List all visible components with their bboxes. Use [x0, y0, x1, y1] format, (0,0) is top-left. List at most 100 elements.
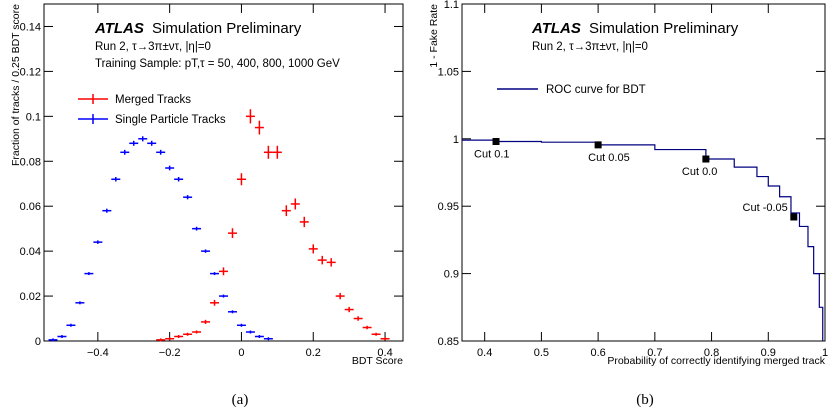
panel-b-info-line1: Run 2, τ→3π±ντ, |η|=0	[532, 41, 648, 53]
merged-point	[174, 335, 184, 339]
y-tick-label: 1.1	[444, 0, 459, 11]
merged-point	[254, 120, 264, 135]
legend-label-single: Single Particle Tracks	[115, 114, 226, 126]
merged-point	[344, 306, 354, 313]
x-tick-label: 0.8	[704, 347, 719, 359]
cut-label: Cut -0.05	[743, 202, 788, 214]
legend-label-merged: Merged Tracks	[115, 94, 191, 106]
panel-a: −0.4 −0.2 0 0.2 0.4 0 0.02 0.04 0.06 0.08 0.1 0.12 0…	[10, 3, 404, 408]
x-tick-label: 0.4	[377, 347, 392, 359]
y-tick-label: 0.08	[20, 156, 41, 168]
single-point	[174, 176, 184, 182]
panel-b-ylabel: 1 - Fake Rate	[428, 4, 440, 68]
y-tick-label: 0.95	[438, 201, 459, 213]
merged-point	[165, 337, 175, 341]
panel-a-ticks: −0.4 −0.2 0 0.2 0.4 0 0.02 0.04 0.06 0.08 0.1 0.12 0…	[20, 4, 403, 359]
cut-marker	[790, 213, 798, 221]
panel-a-caption: (a)	[232, 392, 249, 408]
single-point	[254, 335, 264, 339]
x-tick-label: 0.7	[647, 347, 662, 359]
y-tick-label: 0.14	[20, 21, 41, 33]
single-point	[192, 226, 202, 231]
x-tick-label: −0.2	[159, 347, 181, 359]
single-point	[138, 136, 148, 142]
panel-a-brand: ATLAS	[94, 20, 144, 37]
panel-a-info-line2: Training Sample: pT,τ = 50, 400, 800, 10…	[95, 58, 340, 70]
y-tick-label: 0.02	[20, 291, 41, 303]
single-point	[147, 140, 157, 146]
x-tick-label: 0.9	[761, 347, 776, 359]
x-tick-label: 0	[238, 347, 244, 359]
panel-b-ticks: 0.4 0.5 0.6 0.7 0.8 0.9 1 0.85 0.9 0.95 1 1.05 1.1	[438, 0, 828, 359]
single-point	[57, 335, 67, 339]
merged-point	[281, 205, 291, 217]
panel-a-frame	[43, 3, 404, 342]
y-tick-label: 0.04	[20, 246, 41, 258]
y-tick-label: 0.85	[438, 336, 459, 348]
panel-b-brand: ATLAS	[531, 20, 581, 37]
merged-point	[192, 330, 202, 334]
panel-b: 0.4 0.5 0.6 0.7 0.8 0.9 1 0.85 0.9 0.95 1 1.05 1.1 C…	[428, 0, 828, 408]
panel-b-caption: (b)	[636, 392, 654, 408]
single-point	[120, 149, 130, 155]
single-point	[183, 195, 193, 200]
single-point	[66, 323, 76, 327]
roc-curve	[462, 139, 824, 341]
y-tick-label: 1	[453, 134, 459, 146]
cut-label: Cut 0.0	[682, 166, 717, 178]
merged-point	[210, 299, 220, 306]
merged-point	[326, 258, 336, 267]
single-point	[219, 294, 228, 298]
single-point	[210, 272, 220, 276]
cut-marker	[702, 155, 710, 163]
single-point	[48, 338, 58, 342]
y-tick-label: 0	[35, 336, 41, 348]
merged-point	[317, 255, 327, 265]
y-tick-label: 0.1	[26, 111, 41, 123]
merged-point	[272, 145, 282, 159]
single-point	[245, 330, 255, 334]
x-tick-label: 0.6	[590, 347, 605, 359]
merged-point	[183, 332, 193, 336]
merged-point	[371, 332, 381, 336]
single-point	[263, 337, 273, 341]
legend-label-roc: ROC curve for BDT	[546, 84, 646, 96]
cut-label: Cut 0.05	[588, 152, 630, 164]
merged-point	[263, 145, 273, 159]
y-tick-label: 0.9	[444, 269, 459, 281]
merged-point	[245, 109, 255, 124]
merged-point	[335, 292, 345, 300]
merged-point	[290, 198, 300, 210]
merged-point	[299, 216, 309, 228]
panel-a-legend: Merged Tracks Single Particle Tracks	[78, 94, 226, 126]
x-tick-label: 1	[822, 347, 828, 359]
merged-point	[156, 338, 166, 342]
merged-point	[380, 337, 390, 341]
single-point	[129, 140, 139, 146]
panel-b-legend: ROC curve for BDT	[497, 84, 646, 96]
x-tick-label: 0.2	[306, 347, 321, 359]
merged-point	[308, 244, 318, 254]
x-tick-label: 0.5	[534, 347, 549, 359]
x-tick-label: −0.4	[87, 347, 109, 359]
merged-point	[227, 228, 237, 239]
y-tick-label: 0.12	[20, 66, 41, 78]
panel-a-subtitle: Simulation Preliminary	[152, 20, 302, 37]
y-tick-label: 0.06	[20, 201, 41, 213]
cut-marker	[492, 137, 500, 145]
single-point	[201, 249, 211, 253]
single-point	[111, 176, 121, 182]
merged-point	[236, 173, 246, 186]
panel-b-frame	[461, 3, 826, 342]
merged-point	[362, 325, 372, 330]
panel-b-subtitle: Simulation Preliminary	[589, 20, 739, 37]
single-point	[227, 310, 237, 314]
single-point	[236, 323, 246, 327]
single-point	[156, 149, 166, 155]
single-point	[165, 165, 175, 171]
single-point	[75, 301, 85, 305]
y-tick-label: 1.05	[438, 66, 459, 78]
single-point	[102, 208, 112, 213]
single-point	[93, 240, 103, 244]
panel-a-info-line1: Run 2, τ→3π±ντ, |η|=0	[95, 41, 211, 53]
